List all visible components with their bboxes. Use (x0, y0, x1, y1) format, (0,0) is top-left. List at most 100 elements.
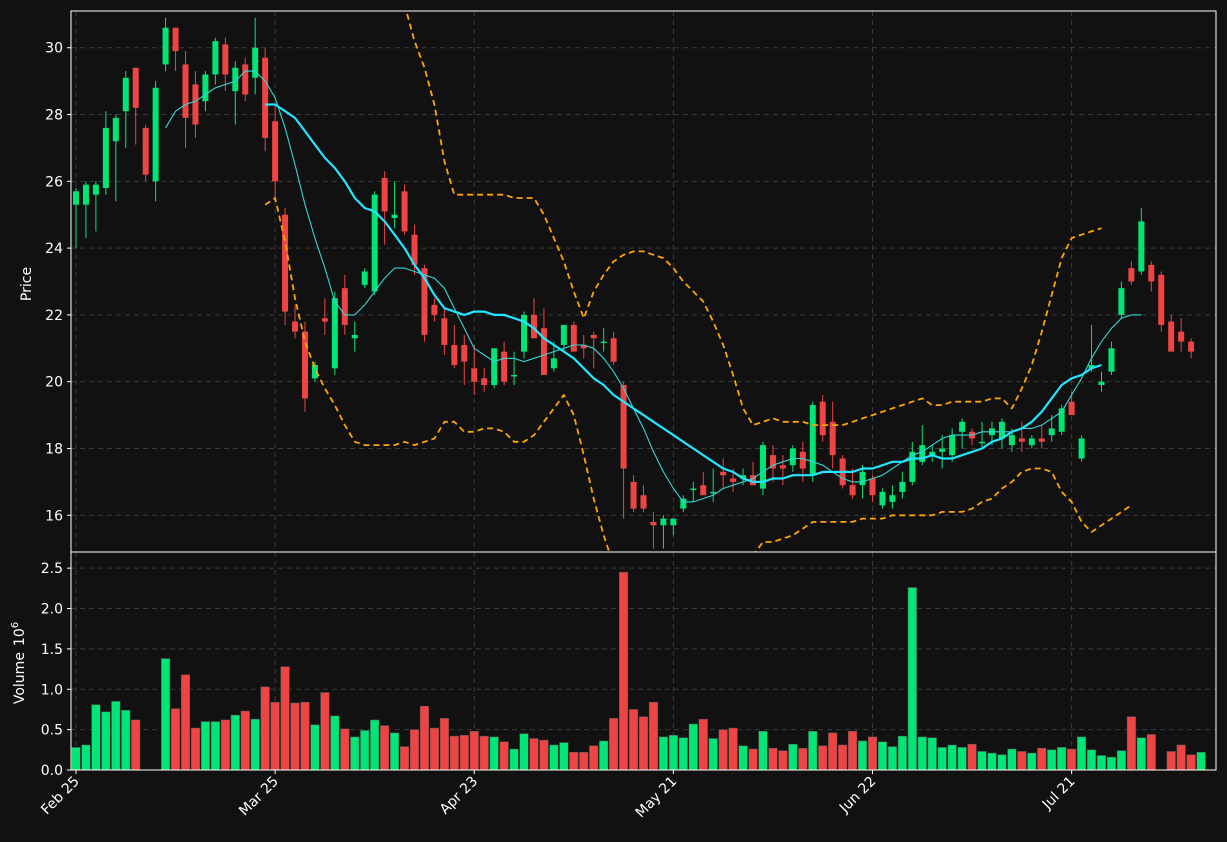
long-moving-average-line (265, 103, 1102, 483)
volume-bar (270, 701, 280, 771)
candle-body (590, 334, 597, 339)
candle-body (192, 84, 199, 125)
volume-bar (678, 737, 688, 771)
candle-body (690, 488, 697, 491)
volume-bar (788, 743, 798, 771)
volume-bar (1017, 751, 1027, 771)
candle-body (1168, 321, 1175, 352)
volume-bar (957, 747, 967, 771)
volume-bar (1126, 716, 1136, 771)
volume-bar (838, 744, 848, 771)
volume-bar (519, 733, 529, 771)
volume-bar (1057, 747, 1067, 771)
candle-body (1138, 221, 1145, 272)
price-tick-label: 16 (45, 508, 63, 524)
candle-body (829, 421, 836, 456)
price-tick-label: 22 (45, 308, 63, 324)
candle-body (570, 324, 577, 352)
candle-body (1088, 364, 1095, 369)
volume-bar (658, 736, 668, 771)
candle-body (301, 331, 308, 399)
volume-bar (419, 705, 430, 771)
volume-bar (1007, 748, 1017, 771)
volume-bar (937, 747, 947, 771)
volume-bar (1176, 744, 1186, 771)
volume-bar (1116, 750, 1126, 771)
candle-body (401, 191, 408, 232)
candle-body (461, 344, 468, 362)
volume-bar (818, 745, 828, 771)
volume-bar (1086, 749, 1097, 771)
candle-body (521, 314, 528, 352)
candle-body (580, 344, 587, 349)
volume-tick-label: 1.0 (41, 682, 63, 698)
volume-bar (867, 736, 878, 771)
candle-body (351, 334, 358, 339)
candle-body (471, 368, 478, 382)
volume-bar (997, 754, 1007, 771)
volume-bar (230, 714, 240, 771)
volume-bar (479, 735, 489, 771)
volume-bar (628, 709, 639, 771)
candle-body (282, 214, 289, 312)
candle-body (979, 441, 986, 444)
candle-body (331, 298, 338, 369)
candle-body (889, 495, 896, 502)
volume-bar (539, 739, 549, 771)
volume-bar (370, 719, 380, 771)
candle-body (252, 47, 259, 78)
volume-bar (857, 740, 868, 771)
candle-body (202, 74, 209, 102)
candle-body (779, 465, 786, 469)
candle-body (1118, 288, 1125, 315)
volume-bar (1146, 734, 1156, 771)
candle-body (939, 448, 946, 452)
candle-body (959, 421, 966, 432)
price-tick-label: 18 (45, 441, 63, 457)
candle-body (799, 451, 806, 469)
volume-bar (688, 723, 698, 771)
candle-body (391, 214, 398, 219)
volume-bar (599, 740, 609, 771)
volume-bar (619, 571, 629, 771)
candle-body (1098, 381, 1105, 386)
candle-body (132, 67, 139, 108)
volume-bar (330, 715, 340, 771)
candle-body (869, 478, 876, 496)
volume-bar (340, 728, 350, 771)
volume-bar (509, 748, 519, 771)
candle-body (1188, 341, 1195, 352)
price-tick-label: 28 (45, 108, 63, 124)
volume-bar (320, 692, 330, 771)
volume-bar (1027, 752, 1037, 771)
candle-body (879, 491, 886, 506)
volume-bar (121, 710, 131, 771)
candle-body (102, 127, 109, 188)
volume-bar (967, 743, 977, 771)
volume-axis-label: Volume 106 (10, 622, 28, 704)
candle-body (700, 485, 707, 496)
candle-body (212, 41, 219, 75)
volume-bars (71, 571, 1206, 771)
candle-body (222, 44, 229, 75)
candle-body (411, 234, 418, 265)
volume-bar (280, 666, 290, 771)
volume-bar (170, 708, 181, 771)
volume-bar (290, 702, 300, 771)
volume-bar (907, 587, 917, 771)
candle-body (998, 421, 1005, 439)
volume-bar (200, 721, 210, 771)
volume-bar (1077, 736, 1087, 771)
price-tick-label: 24 (45, 241, 63, 257)
volume-bar (758, 730, 768, 771)
candle-body (292, 321, 299, 332)
volume-bar (469, 730, 479, 771)
volume-bar (300, 701, 310, 771)
candle-body (142, 127, 149, 175)
candle-body (491, 348, 498, 386)
volume-bar (409, 729, 420, 771)
volume-bar (798, 747, 808, 771)
candle-body (640, 495, 647, 509)
